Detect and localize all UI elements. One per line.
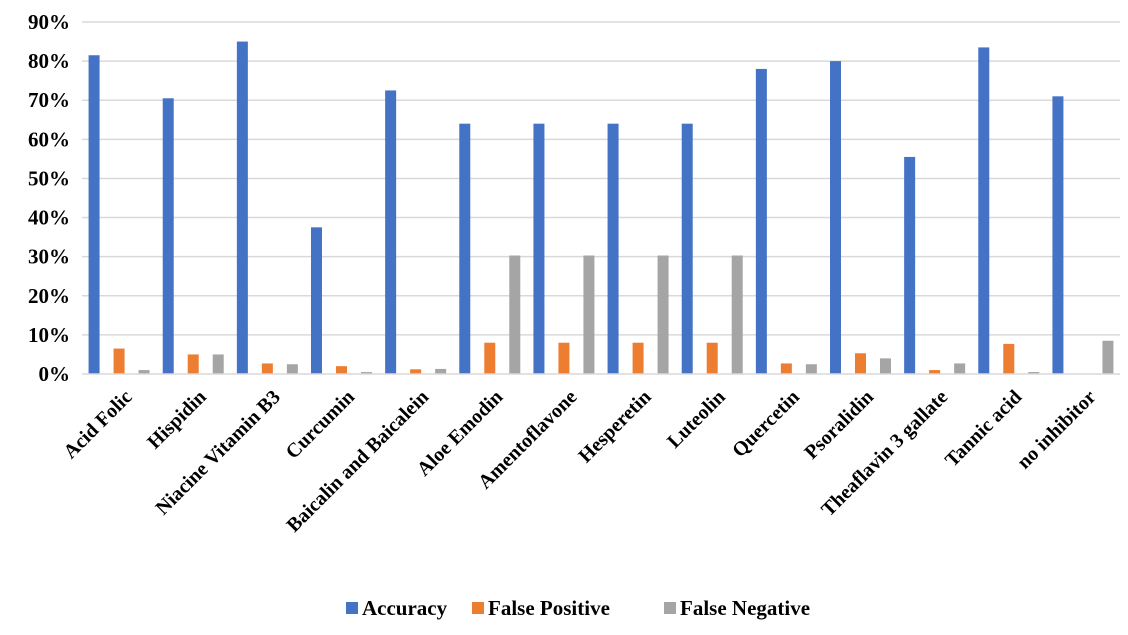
y-tick-label: 90% [28,10,70,34]
bar-accuracy [681,123,693,374]
legend: Accuracy False Positive False Negative [346,596,810,620]
bar-false-negative [286,364,298,374]
bar-false-positive [261,363,273,374]
x-category-label: Psoralidin [800,386,878,464]
x-category-label: Acid Folic [59,386,136,463]
bar-false-positive [780,363,792,374]
legend-label: Accuracy [362,596,448,620]
bar-false-negative [805,364,817,374]
bar-false-positive [484,342,496,374]
x-category-label: Hesperetin [574,386,655,467]
legend-label: False Negative [680,596,810,620]
bar-false-negative [583,255,595,374]
bar-accuracy [385,90,397,374]
y-tick-label: 20% [28,284,70,308]
bar-false-negative [1102,340,1114,374]
y-tick-label: 60% [28,127,70,151]
bar-false-positive [1003,343,1015,374]
y-tick-label: 80% [28,49,70,73]
legend-swatch [346,602,358,614]
bar-false-negative [509,255,521,374]
bar-false-negative [138,370,150,374]
bar-false-negative [361,372,372,374]
bar-accuracy [904,156,916,374]
y-tick-label: 70% [28,88,70,112]
legend-item: Accuracy [346,596,448,620]
bar-accuracy [1052,96,1064,375]
bar-accuracy [607,123,619,374]
bar-accuracy [978,47,990,375]
legend-item: False Positive [472,596,610,620]
bar-false-positive [336,366,347,374]
x-category-label: Curcumin [282,386,359,463]
x-category-label: Luteolin [663,386,730,453]
bars [88,41,1114,375]
y-tick-label: 10% [28,323,70,347]
y-tick-label: 50% [28,166,70,190]
bar-false-negative [954,363,966,374]
bar-false-negative [657,255,669,374]
y-tick-label: 30% [28,245,70,269]
x-category-label: Hispidin [143,386,210,453]
y-tick-label: 0% [39,362,71,386]
bar-false-negative [435,368,447,374]
bar-false-negative [212,354,224,374]
bar-false-positive [855,353,866,374]
bar-false-negative [880,358,891,374]
bar-accuracy [236,41,248,375]
bar-accuracy [459,123,471,374]
bar-false-positive [558,342,570,374]
y-tick-label: 40% [28,206,70,230]
bar-false-negative [1028,372,1040,374]
bar-false-positive [706,342,718,374]
y-axis-tick-labels: 0% 10% 20% 30% 40% 50% 60% 70% 80% 90% [28,10,70,386]
bar-false-negative [731,255,743,374]
bar-accuracy [88,55,100,374]
x-category-label: Theaflavin 3 gallate [817,386,952,521]
x-category-label: Baicalin and Baicalein [282,386,433,537]
legend-swatch [472,602,484,614]
legend-label: False Positive [488,596,610,620]
bar-false-positive [410,369,422,374]
bar-accuracy [830,61,841,374]
bar-accuracy [162,98,174,375]
bar-false-positive [113,348,125,374]
bar-false-positive [632,342,644,374]
bar-false-positive [187,354,199,374]
x-category-label: Quercetin [728,386,804,462]
gridlines [82,21,1120,336]
x-category-label: Niacine Vitamin B3 [151,386,284,519]
bar-accuracy [755,68,767,374]
legend-item: False Negative [664,596,810,620]
x-category-label: no inhibitor [1013,386,1101,474]
legend-swatch [664,602,676,614]
bar-accuracy [311,227,322,374]
bar-false-positive [929,370,941,374]
bar-accuracy [533,123,545,374]
